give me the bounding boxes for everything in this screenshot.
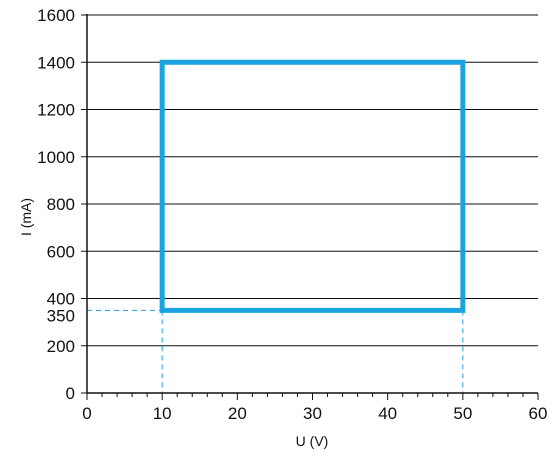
y-tick-label-1200: 1200 [37,101,75,120]
y-axis-title: I (mA) [18,198,34,236]
x-tick-label-60: 60 [529,404,547,423]
x-tick-label-40: 40 [378,404,397,423]
x-tick-label-30: 30 [303,404,322,423]
reference-lines [87,309,464,393]
series-outline-1 [159,59,466,313]
series-layer [159,59,466,313]
y-tick-label-350: 350 [47,306,75,325]
x-tick-label-20: 20 [228,404,247,423]
y-tick-label-1000: 1000 [37,148,75,167]
y-tick-label-1400: 1400 [37,53,75,72]
x-axis-title: U (V) [296,433,329,449]
tick-labels: 0 200 400 600 800 1000 1200 1400 1600 350 0 10 20 30 4… [37,6,547,423]
x-tick-label-50: 50 [453,404,472,423]
y-tick-label-600: 600 [47,242,75,261]
y-tick-label-800: 800 [47,195,75,214]
y-tick-label-0: 0 [66,384,75,403]
y-tick-label-200: 200 [47,337,75,356]
y-tick-label-400: 400 [47,290,75,309]
y-tick-label-1600: 1600 [37,6,75,25]
x-tick-label-10: 10 [153,404,172,423]
x-tick-label-0: 0 [82,404,91,423]
axes [81,14,539,400]
